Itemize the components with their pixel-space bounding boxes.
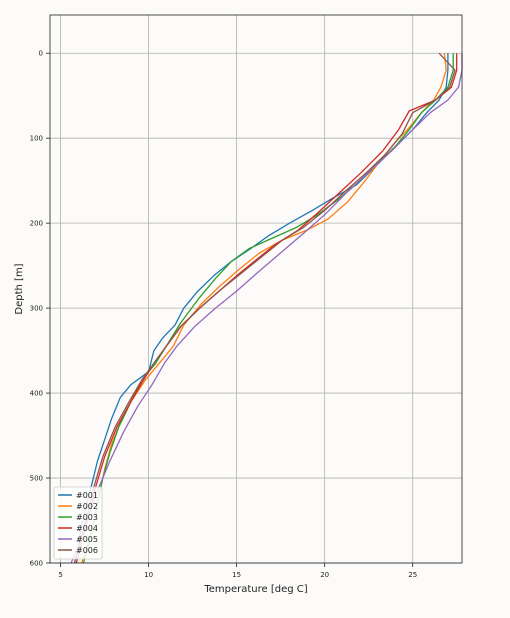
x-tick-label: 25 xyxy=(408,571,417,579)
y-tick-label: 300 xyxy=(30,305,43,313)
x-tick-label: 5 xyxy=(58,571,62,579)
x-tick-label: 20 xyxy=(320,571,329,579)
series-group xyxy=(70,52,463,564)
series-line-006 xyxy=(73,52,456,564)
y-tick-label: 200 xyxy=(30,220,43,228)
legend: #001 #002 #003 #004 #005 #006 xyxy=(53,486,103,560)
series-line-003 xyxy=(82,53,454,564)
grid xyxy=(50,15,462,564)
y-tick-label: 500 xyxy=(30,475,43,483)
legend-box xyxy=(53,486,103,560)
y-tick-label: 600 xyxy=(30,560,43,568)
legend-label: #004 xyxy=(76,524,98,533)
y-tick-label: 100 xyxy=(30,135,43,143)
plot-frame xyxy=(49,14,463,564)
x-tick-label: 15 xyxy=(232,571,241,579)
legend-label: #002 xyxy=(76,502,98,511)
legend-label: #005 xyxy=(76,535,98,544)
y-tick-label: 0 xyxy=(39,50,43,58)
x-axis-label: Temperature [deg C] xyxy=(203,584,307,595)
legend-label: #001 xyxy=(76,491,98,500)
x-tick-label: 10 xyxy=(144,571,153,579)
legend-label: #003 xyxy=(76,513,98,522)
axis-ticks: 5 10 15 20 25 0 100 200 300 400 500 600 xyxy=(30,50,418,579)
y-axis-label: Depth [m] xyxy=(14,263,25,314)
y-tick-label: 400 xyxy=(30,390,43,398)
series-line-005 xyxy=(70,53,463,564)
legend-label: #006 xyxy=(76,546,98,555)
series-line-004 xyxy=(75,53,458,564)
